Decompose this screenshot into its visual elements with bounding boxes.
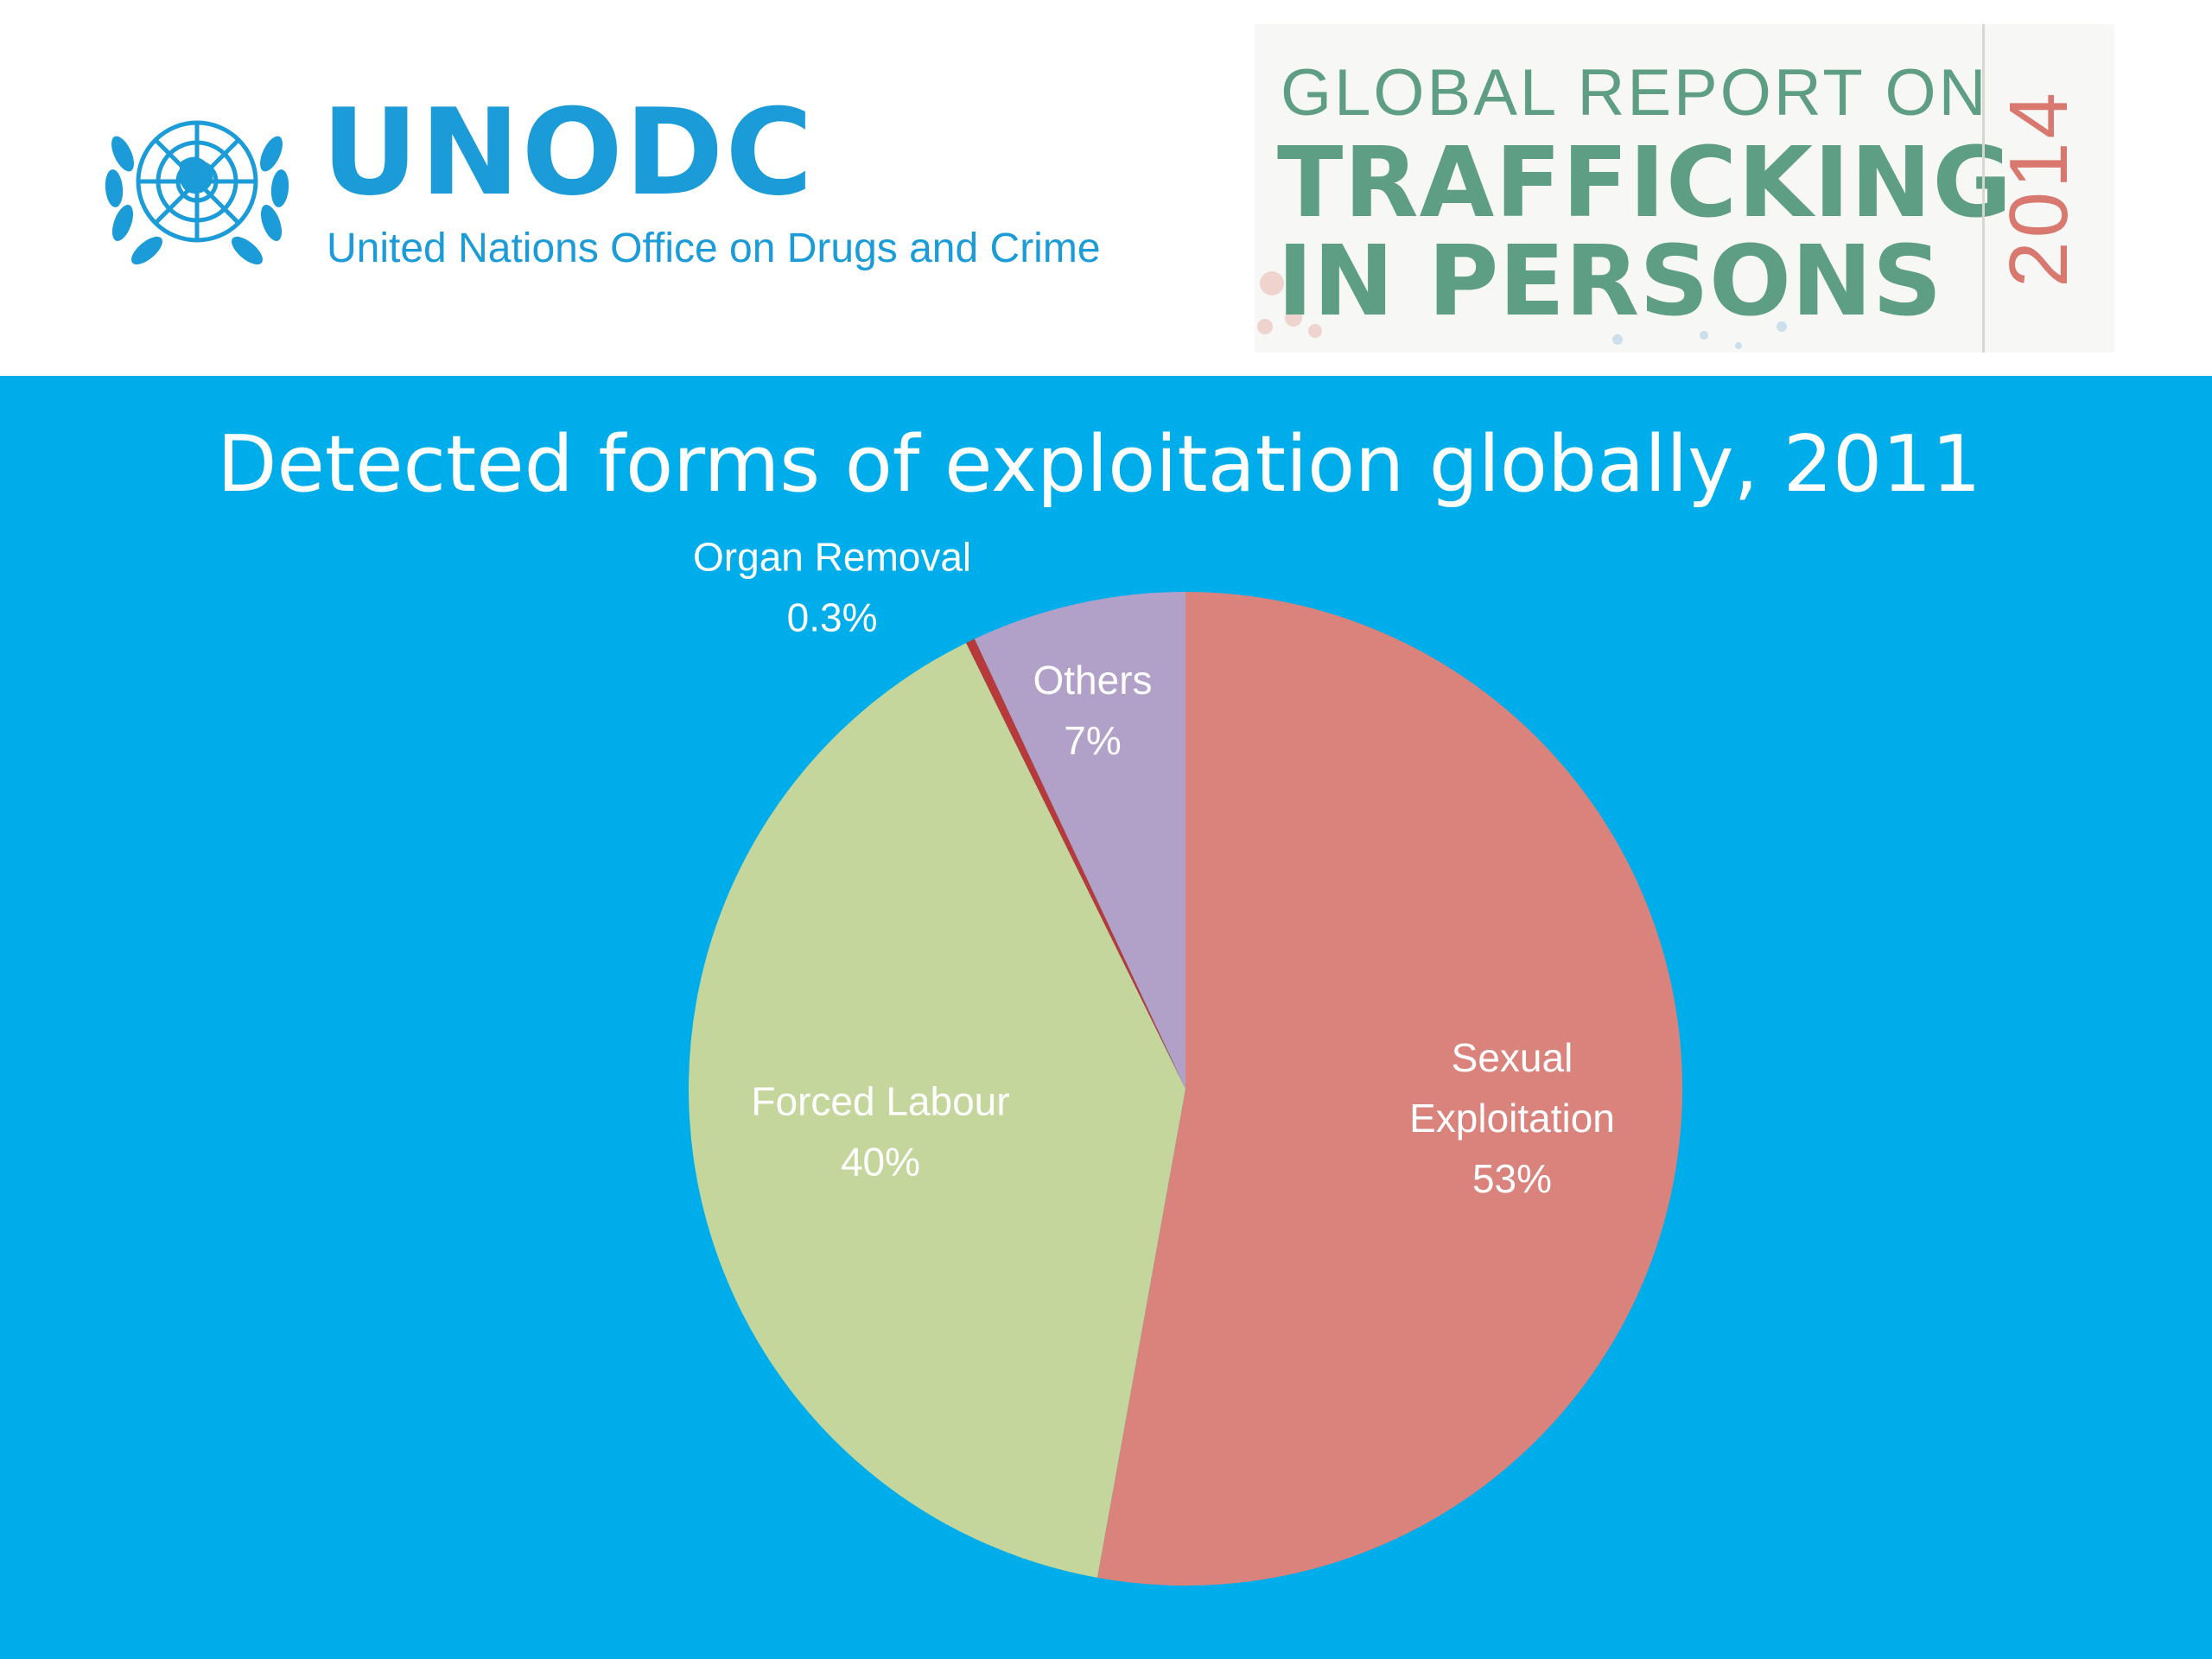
pie-slice-organ-removal: [966, 639, 1185, 1089]
pie-category-label: Organ Removal: [693, 535, 971, 580]
pie-slice-forced-labour: [688, 643, 1185, 1578]
pie-value-label: 0.3%: [787, 595, 878, 640]
pie-category-label: Sexual: [1452, 1035, 1573, 1080]
un-emblem-icon: [105, 120, 289, 265]
pie-label-organ-removal: Organ Removal 0.3%: [693, 535, 971, 640]
pie-category-label: Forced Labour: [751, 1079, 1009, 1124]
report-banner: GLOBAL REPORT ON TRAFFICKING IN PERSONS …: [1255, 24, 2114, 353]
logo-subtitle: United Nations Office on Drugs and Crime: [327, 226, 1101, 271]
pie-category-label: Others: [1033, 658, 1152, 702]
pie-slice-others: [974, 592, 1185, 1089]
pie-label-others: Others 7%: [1033, 658, 1152, 763]
header: UNODC United Nations Office on Drugs and…: [0, 0, 2212, 376]
report-year: 2014: [1993, 89, 2085, 288]
report-divider: [1982, 24, 1985, 353]
pie-value-label: 40%: [841, 1140, 920, 1185]
pie-value-label: 53%: [1472, 1156, 1552, 1201]
pie-value-label: 7%: [1064, 718, 1121, 763]
pie-slice-sexual-exploitation: [1096, 592, 1683, 1586]
pie-category-label: Exploitation: [1409, 1096, 1615, 1141]
logo-title: UNODC: [321, 83, 815, 222]
report-line-1: GLOBAL REPORT ON: [1281, 56, 1989, 130]
chart-panel: Detected forms of exploitation globally,…: [0, 376, 2212, 1659]
pie-label-forced-labour: Forced Labour 40%: [751, 1079, 1009, 1185]
chart-title: Detected forms of exploitation globally,…: [217, 419, 1981, 510]
report-line-2: TRAFFICKING: [1277, 127, 2013, 239]
report-map-decoration: [1257, 271, 1787, 349]
pie-label-sexual-exploitation: Sexual Exploitation 53%: [1409, 1035, 1615, 1201]
pie-chart: Sexual Exploitation 53% Forced Labour 40% Org…: [688, 535, 1683, 1586]
report-line-3: IN PERSONS: [1277, 226, 1942, 338]
